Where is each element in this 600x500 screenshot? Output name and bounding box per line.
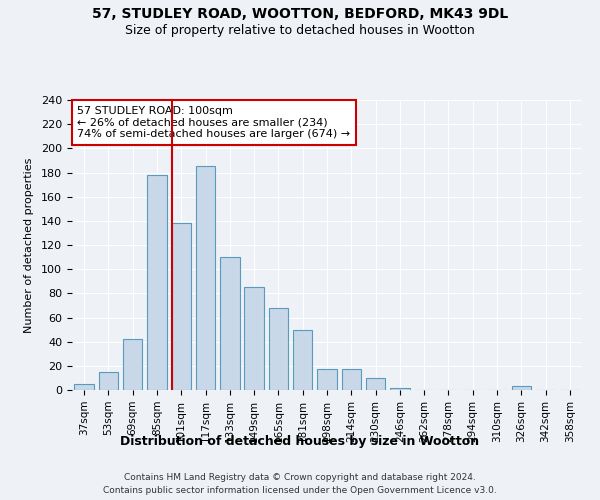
Text: Distribution of detached houses by size in Wootton: Distribution of detached houses by size … bbox=[121, 435, 479, 448]
Bar bbox=[196, 166, 215, 390]
Bar bbox=[366, 378, 385, 390]
Bar bbox=[341, 370, 361, 390]
Bar bbox=[390, 388, 410, 390]
Bar bbox=[172, 223, 191, 390]
Bar bbox=[244, 288, 264, 390]
Bar bbox=[123, 339, 142, 390]
Bar bbox=[293, 330, 313, 390]
Bar bbox=[269, 308, 288, 390]
Bar bbox=[147, 175, 167, 390]
Bar bbox=[74, 384, 94, 390]
Text: 57, STUDLEY ROAD, WOOTTON, BEDFORD, MK43 9DL: 57, STUDLEY ROAD, WOOTTON, BEDFORD, MK43… bbox=[92, 8, 508, 22]
Bar bbox=[220, 257, 239, 390]
Text: Size of property relative to detached houses in Wootton: Size of property relative to detached ho… bbox=[125, 24, 475, 37]
Bar bbox=[99, 372, 118, 390]
Y-axis label: Number of detached properties: Number of detached properties bbox=[24, 158, 34, 332]
Text: Contains HM Land Registry data © Crown copyright and database right 2024.
Contai: Contains HM Land Registry data © Crown c… bbox=[103, 474, 497, 495]
Bar bbox=[317, 370, 337, 390]
Bar bbox=[512, 386, 531, 390]
Text: 57 STUDLEY ROAD: 100sqm
← 26% of detached houses are smaller (234)
74% of semi-d: 57 STUDLEY ROAD: 100sqm ← 26% of detache… bbox=[77, 106, 350, 139]
